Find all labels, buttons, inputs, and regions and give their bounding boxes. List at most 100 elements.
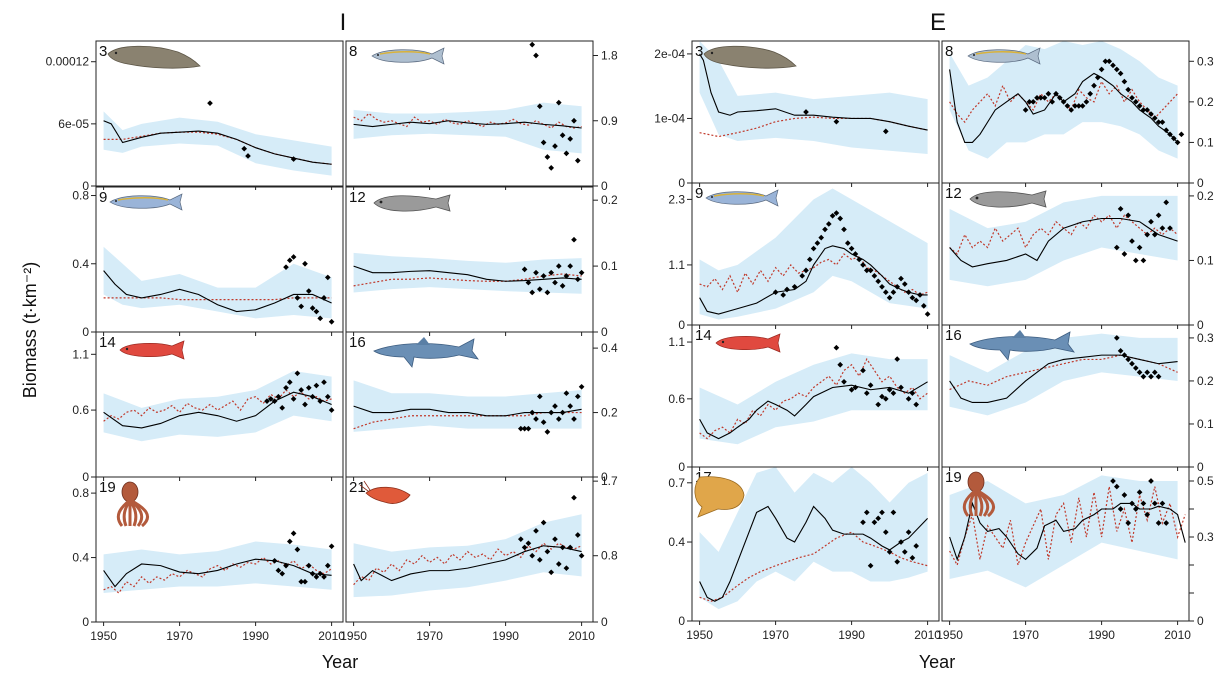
y-tick-label: 0.6 bbox=[72, 403, 89, 417]
observed-point bbox=[1072, 103, 1078, 109]
observed-point bbox=[548, 165, 555, 171]
x-tick-label: 1970 bbox=[416, 629, 443, 643]
observed-point bbox=[1094, 74, 1101, 81]
observed-point bbox=[1117, 506, 1124, 512]
x-tick-label: 1990 bbox=[838, 628, 865, 642]
panel-number: 9 bbox=[695, 185, 703, 202]
reference-line bbox=[103, 389, 332, 422]
observed-point bbox=[529, 289, 536, 296]
model-line bbox=[699, 505, 928, 602]
observed-point bbox=[578, 383, 585, 390]
model-line bbox=[949, 354, 1178, 404]
reference-line bbox=[353, 112, 582, 129]
observed-point bbox=[860, 262, 866, 268]
observed-point bbox=[309, 305, 316, 311]
observed-point bbox=[837, 215, 844, 222]
model-line bbox=[103, 270, 332, 313]
observed-point bbox=[321, 574, 327, 580]
observed-point bbox=[1155, 212, 1162, 219]
observed-point bbox=[1121, 492, 1128, 498]
observed-point bbox=[879, 393, 885, 400]
model-line bbox=[103, 558, 332, 588]
hake-body bbox=[969, 190, 1047, 208]
seal-eye bbox=[710, 51, 714, 55]
plot-area bbox=[103, 530, 335, 594]
observed-point bbox=[328, 318, 335, 325]
uncertainty-band bbox=[353, 102, 582, 154]
reference-line bbox=[949, 214, 1178, 256]
plot-area bbox=[699, 41, 928, 154]
observed-point bbox=[871, 273, 878, 279]
observed-point bbox=[1068, 107, 1075, 113]
plot-area bbox=[353, 380, 585, 435]
observed-point bbox=[517, 536, 524, 542]
observed-point bbox=[1129, 360, 1135, 367]
plot-area bbox=[103, 246, 335, 325]
observed-point bbox=[784, 286, 790, 293]
observed-point bbox=[898, 539, 904, 545]
x-tick-label: 1970 bbox=[166, 629, 193, 643]
shark-fin bbox=[416, 337, 430, 345]
observed-point bbox=[1098, 66, 1105, 73]
observed-point bbox=[848, 245, 855, 252]
x-tick-label: 2010 bbox=[568, 629, 595, 643]
uncertainty-band bbox=[699, 188, 928, 320]
x-axis-label-I: Year bbox=[322, 652, 358, 672]
observed-point bbox=[302, 260, 308, 267]
observed-point bbox=[920, 303, 927, 309]
observed-point bbox=[275, 567, 282, 574]
observed-point bbox=[1087, 90, 1094, 97]
observed-point bbox=[271, 557, 278, 564]
observed-point bbox=[567, 136, 574, 142]
y-tick-label: 0.1 bbox=[1197, 135, 1214, 149]
observed-point bbox=[1163, 199, 1170, 206]
observed-point bbox=[1132, 99, 1139, 105]
observed-point bbox=[1129, 500, 1135, 507]
observed-point bbox=[1110, 62, 1116, 69]
observed-point bbox=[1053, 90, 1059, 97]
observed-point bbox=[286, 379, 293, 386]
observed-point bbox=[1151, 500, 1158, 507]
observed-point bbox=[882, 128, 889, 135]
panel-I-14: 0 0.6 1.1 14 bbox=[72, 331, 344, 484]
y-tick-label: 0.1 bbox=[1197, 417, 1214, 431]
observed-point bbox=[799, 273, 806, 279]
observed-point bbox=[536, 557, 543, 563]
monk-seal-icon bbox=[703, 45, 797, 69]
observed-point bbox=[298, 387, 305, 393]
sardine-icon bbox=[967, 47, 1041, 65]
plot-area bbox=[949, 333, 1178, 416]
y-tick-label: 0.3 bbox=[1197, 54, 1214, 68]
model-line bbox=[949, 217, 1178, 268]
observed-point bbox=[863, 390, 870, 396]
fish-stripe bbox=[975, 51, 1027, 55]
model-line bbox=[699, 381, 928, 440]
panel-title-E: E bbox=[930, 9, 946, 36]
observed-point bbox=[571, 416, 577, 422]
panel-number: 14 bbox=[99, 334, 116, 351]
observed-point bbox=[841, 226, 847, 233]
observed-point bbox=[279, 570, 286, 577]
observed-point bbox=[890, 509, 897, 516]
y-tick-label: 0.5 bbox=[1197, 474, 1214, 488]
observed-point bbox=[521, 544, 528, 551]
plot-area bbox=[699, 344, 928, 445]
shrimp-antenna bbox=[359, 480, 371, 492]
observed-point bbox=[571, 117, 577, 124]
observed-point bbox=[286, 257, 293, 264]
observed-point bbox=[852, 384, 859, 391]
panel-frame bbox=[95, 40, 344, 187]
observed-point bbox=[886, 294, 893, 301]
y-tick-label: 1.1 bbox=[668, 335, 685, 349]
observed-point bbox=[909, 554, 916, 561]
observed-point bbox=[879, 509, 885, 516]
observed-point bbox=[844, 240, 851, 246]
observed-point bbox=[317, 570, 324, 577]
observed-point bbox=[563, 273, 570, 279]
observed-point bbox=[1132, 506, 1139, 512]
observed-point bbox=[867, 382, 874, 389]
y-tick-label: 0.1 bbox=[601, 259, 618, 273]
panel-I-16: 0 0.2 0.4 16 bbox=[345, 331, 618, 484]
observed-point bbox=[875, 401, 882, 408]
